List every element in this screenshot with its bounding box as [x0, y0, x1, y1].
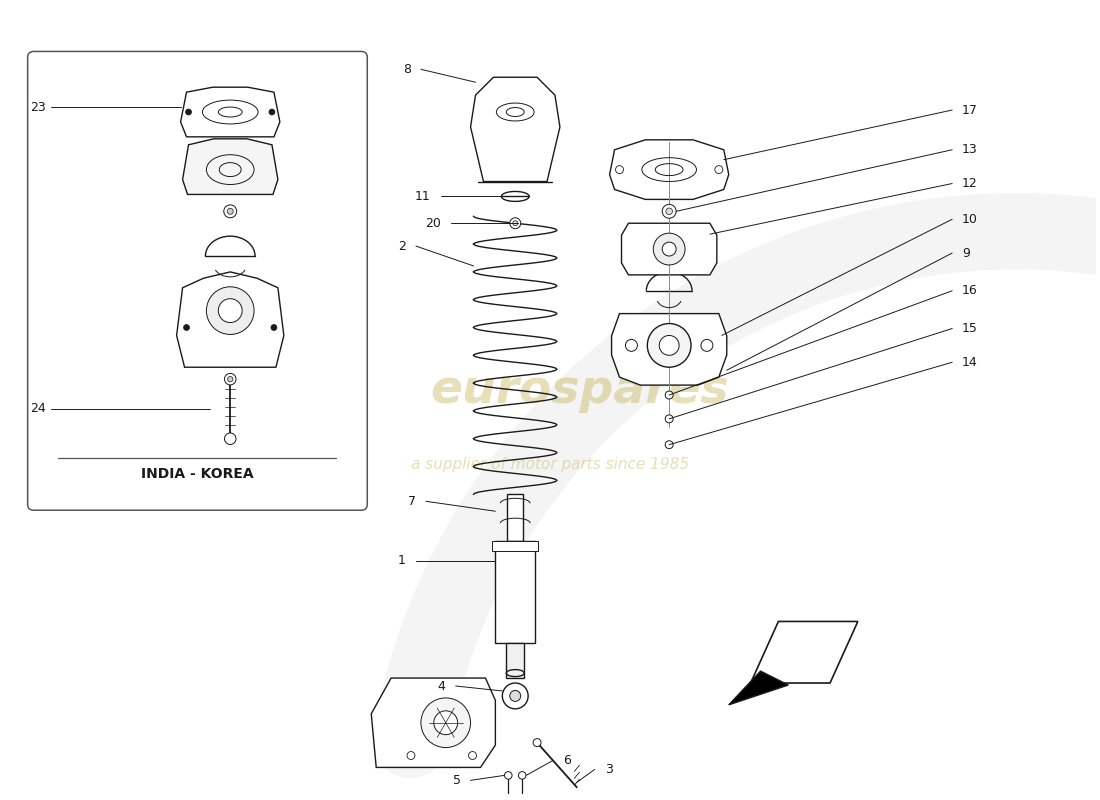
Circle shape [513, 221, 518, 226]
Circle shape [207, 286, 254, 334]
Text: a supplier of motor parts since 1985: a supplier of motor parts since 1985 [411, 457, 689, 472]
Bar [493, 541, 538, 551]
Circle shape [218, 298, 242, 322]
Bar [495, 541, 535, 643]
Text: 17: 17 [962, 103, 978, 117]
FancyBboxPatch shape [28, 51, 367, 510]
Circle shape [228, 377, 233, 382]
Circle shape [186, 109, 191, 115]
Text: 24: 24 [30, 402, 45, 415]
Circle shape [421, 698, 471, 747]
Polygon shape [372, 678, 495, 767]
Circle shape [469, 751, 476, 759]
Text: 6: 6 [563, 754, 571, 767]
Circle shape [223, 205, 236, 218]
Circle shape [647, 323, 691, 367]
Circle shape [662, 204, 676, 218]
Text: 8: 8 [403, 63, 411, 76]
Circle shape [701, 339, 713, 351]
Circle shape [224, 374, 236, 385]
Text: 4: 4 [438, 679, 446, 693]
Text: 14: 14 [962, 356, 978, 369]
Polygon shape [183, 139, 278, 194]
Text: 13: 13 [962, 143, 978, 156]
Polygon shape [612, 314, 727, 385]
Circle shape [616, 166, 624, 174]
Circle shape [271, 325, 277, 330]
Text: 16: 16 [962, 284, 978, 298]
Circle shape [509, 690, 520, 702]
Circle shape [666, 415, 673, 423]
Circle shape [662, 242, 676, 256]
Text: 7: 7 [408, 494, 416, 508]
Circle shape [666, 391, 673, 399]
Circle shape [433, 711, 458, 734]
Circle shape [270, 109, 275, 115]
Text: INDIA - KOREA: INDIA - KOREA [141, 467, 254, 482]
Text: eurospares: eurospares [430, 367, 729, 413]
Text: 9: 9 [962, 246, 970, 259]
Polygon shape [471, 78, 560, 182]
Polygon shape [728, 671, 789, 705]
Circle shape [503, 683, 528, 709]
Text: 3: 3 [605, 763, 613, 776]
Text: 11: 11 [415, 190, 431, 203]
Circle shape [666, 208, 672, 214]
Text: 2: 2 [398, 239, 406, 253]
Polygon shape [180, 87, 279, 137]
Text: 12: 12 [962, 177, 978, 190]
Polygon shape [609, 140, 728, 199]
Circle shape [228, 208, 233, 214]
Circle shape [534, 738, 541, 746]
Circle shape [407, 751, 415, 759]
Circle shape [653, 233, 685, 265]
Circle shape [505, 772, 513, 779]
Text: 23: 23 [30, 101, 45, 114]
Polygon shape [177, 272, 284, 367]
Circle shape [659, 335, 679, 355]
Circle shape [518, 772, 526, 779]
Circle shape [666, 441, 673, 449]
Text: 1: 1 [398, 554, 406, 567]
Text: 15: 15 [962, 322, 978, 335]
Text: 5: 5 [452, 774, 461, 787]
Circle shape [715, 166, 723, 174]
Polygon shape [621, 223, 717, 275]
Bar [506, 643, 525, 678]
Text: 20: 20 [425, 217, 441, 230]
Circle shape [224, 433, 236, 445]
Polygon shape [750, 622, 858, 683]
Bar [507, 494, 524, 541]
Circle shape [626, 339, 637, 351]
Circle shape [184, 325, 189, 330]
Text: 10: 10 [962, 213, 978, 226]
Circle shape [509, 218, 520, 229]
